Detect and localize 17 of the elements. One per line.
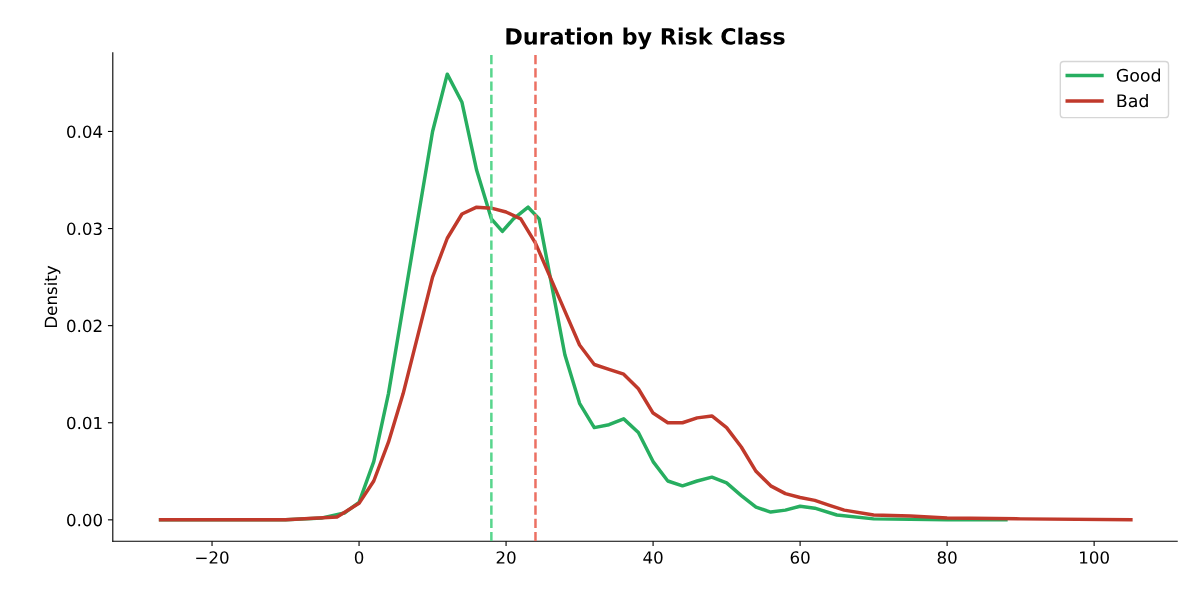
x-tick-label: 20 (496, 551, 516, 564)
x-tick-label: 80 (937, 551, 957, 564)
y-tick-label: 0.01 (67, 416, 102, 430)
y-axis-title: Density (44, 265, 61, 328)
legend-label: Good (1116, 68, 1160, 82)
y-tick-label: 0.04 (67, 125, 103, 139)
legend-label: Bad (1117, 93, 1148, 108)
y-tick-label: 0.02 (67, 319, 102, 333)
x-tick-label: 100 (1080, 551, 1109, 564)
x-tick-label: 60 (790, 551, 810, 564)
line-series (158, 205, 1133, 522)
x-tick-label: 0 (354, 551, 364, 564)
x-tick-label: 40 (643, 551, 663, 564)
y-tick-label: 0.00 (67, 513, 102, 527)
y-tick-label: 0.03 (67, 222, 102, 236)
x-tick-label: −20 (196, 551, 229, 564)
chart-title: Duration by Risk Class (506, 27, 785, 50)
